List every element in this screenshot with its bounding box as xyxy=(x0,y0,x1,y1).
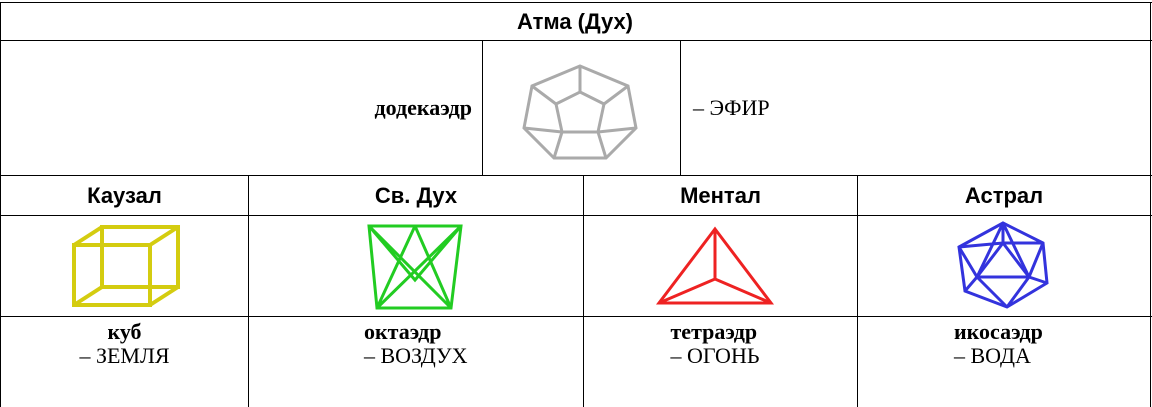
solid-name: икосаэдр xyxy=(954,319,1043,344)
column-header: Св. Дух xyxy=(374,182,458,208)
column-header: Астрал xyxy=(964,182,1044,208)
solid-name: куб xyxy=(107,319,142,344)
solid-name: тетраэдр xyxy=(670,319,758,344)
cube-icon xyxy=(72,225,180,307)
solid-element: – ВОЗДУХ xyxy=(364,343,468,368)
cell: икосаэдр – ВОДА xyxy=(858,320,1150,407)
cell: куб – ЗЕМЛЯ xyxy=(1,320,248,407)
title: Атма (Дух) xyxy=(516,8,634,34)
column-header: Ментал xyxy=(680,182,761,208)
border xyxy=(482,40,483,175)
border xyxy=(0,175,1152,176)
cell-block: икосаэдр – ВОДА xyxy=(954,320,1054,368)
icosahedron-icon xyxy=(957,221,1049,309)
solid-element: – ОГОНЬ xyxy=(670,343,760,368)
cell-block: октаэдр – ВОЗДУХ xyxy=(364,320,468,368)
border xyxy=(0,40,1152,41)
solid-element: – ЗЕМЛЯ xyxy=(79,343,170,368)
border xyxy=(0,2,1,407)
tetrahedron-icon xyxy=(655,226,775,305)
ether-element: – ЭФИР xyxy=(693,95,770,120)
solid-name: октаэдр xyxy=(364,319,442,344)
border xyxy=(0,2,1152,3)
cell: тетраэдр – ОГОНЬ xyxy=(584,320,857,407)
border xyxy=(0,215,1152,216)
column-header: Каузал xyxy=(87,182,162,208)
solid-element: – ВОДА xyxy=(954,343,1031,368)
octahedron-icon xyxy=(367,224,463,310)
border xyxy=(680,40,681,175)
dodecahedron-icon xyxy=(522,64,638,160)
border xyxy=(0,316,1152,317)
border xyxy=(857,175,858,407)
ether-name: додекаэдр xyxy=(374,95,472,120)
border xyxy=(248,175,249,407)
border xyxy=(583,175,584,407)
border xyxy=(1150,2,1151,407)
cell: октаэдр – ВОЗДУХ xyxy=(249,320,583,407)
cell-block: тетраэдр – ОГОНЬ xyxy=(671,320,771,368)
